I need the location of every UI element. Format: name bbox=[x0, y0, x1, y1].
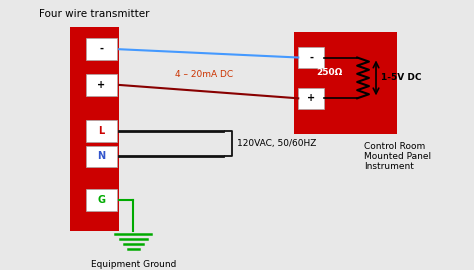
Text: -: - bbox=[309, 52, 313, 63]
Text: 250Ω: 250Ω bbox=[316, 68, 342, 77]
Text: Four wire transmitter: Four wire transmitter bbox=[39, 9, 150, 19]
Text: L: L bbox=[99, 126, 105, 136]
Bar bbox=[86, 189, 117, 211]
Text: 120VAC, 50/60HZ: 120VAC, 50/60HZ bbox=[237, 139, 316, 148]
Bar bbox=[86, 74, 117, 96]
Bar bbox=[70, 27, 119, 231]
Text: G: G bbox=[98, 195, 106, 205]
Bar bbox=[86, 120, 117, 142]
Text: +: + bbox=[98, 80, 106, 90]
Bar bbox=[298, 47, 324, 68]
Text: -: - bbox=[100, 44, 103, 54]
Text: N: N bbox=[98, 151, 106, 161]
Text: Control Room
Mounted Panel
Instrument: Control Room Mounted Panel Instrument bbox=[364, 142, 431, 171]
Bar bbox=[86, 146, 117, 167]
Bar bbox=[298, 88, 324, 109]
Text: Equipment Ground: Equipment Ground bbox=[91, 260, 176, 269]
Text: +: + bbox=[307, 93, 315, 103]
Text: 4 – 20mA DC: 4 – 20mA DC bbox=[175, 70, 233, 79]
Bar bbox=[293, 32, 397, 134]
Text: 1-5V DC: 1-5V DC bbox=[381, 73, 421, 82]
Bar bbox=[86, 38, 117, 60]
